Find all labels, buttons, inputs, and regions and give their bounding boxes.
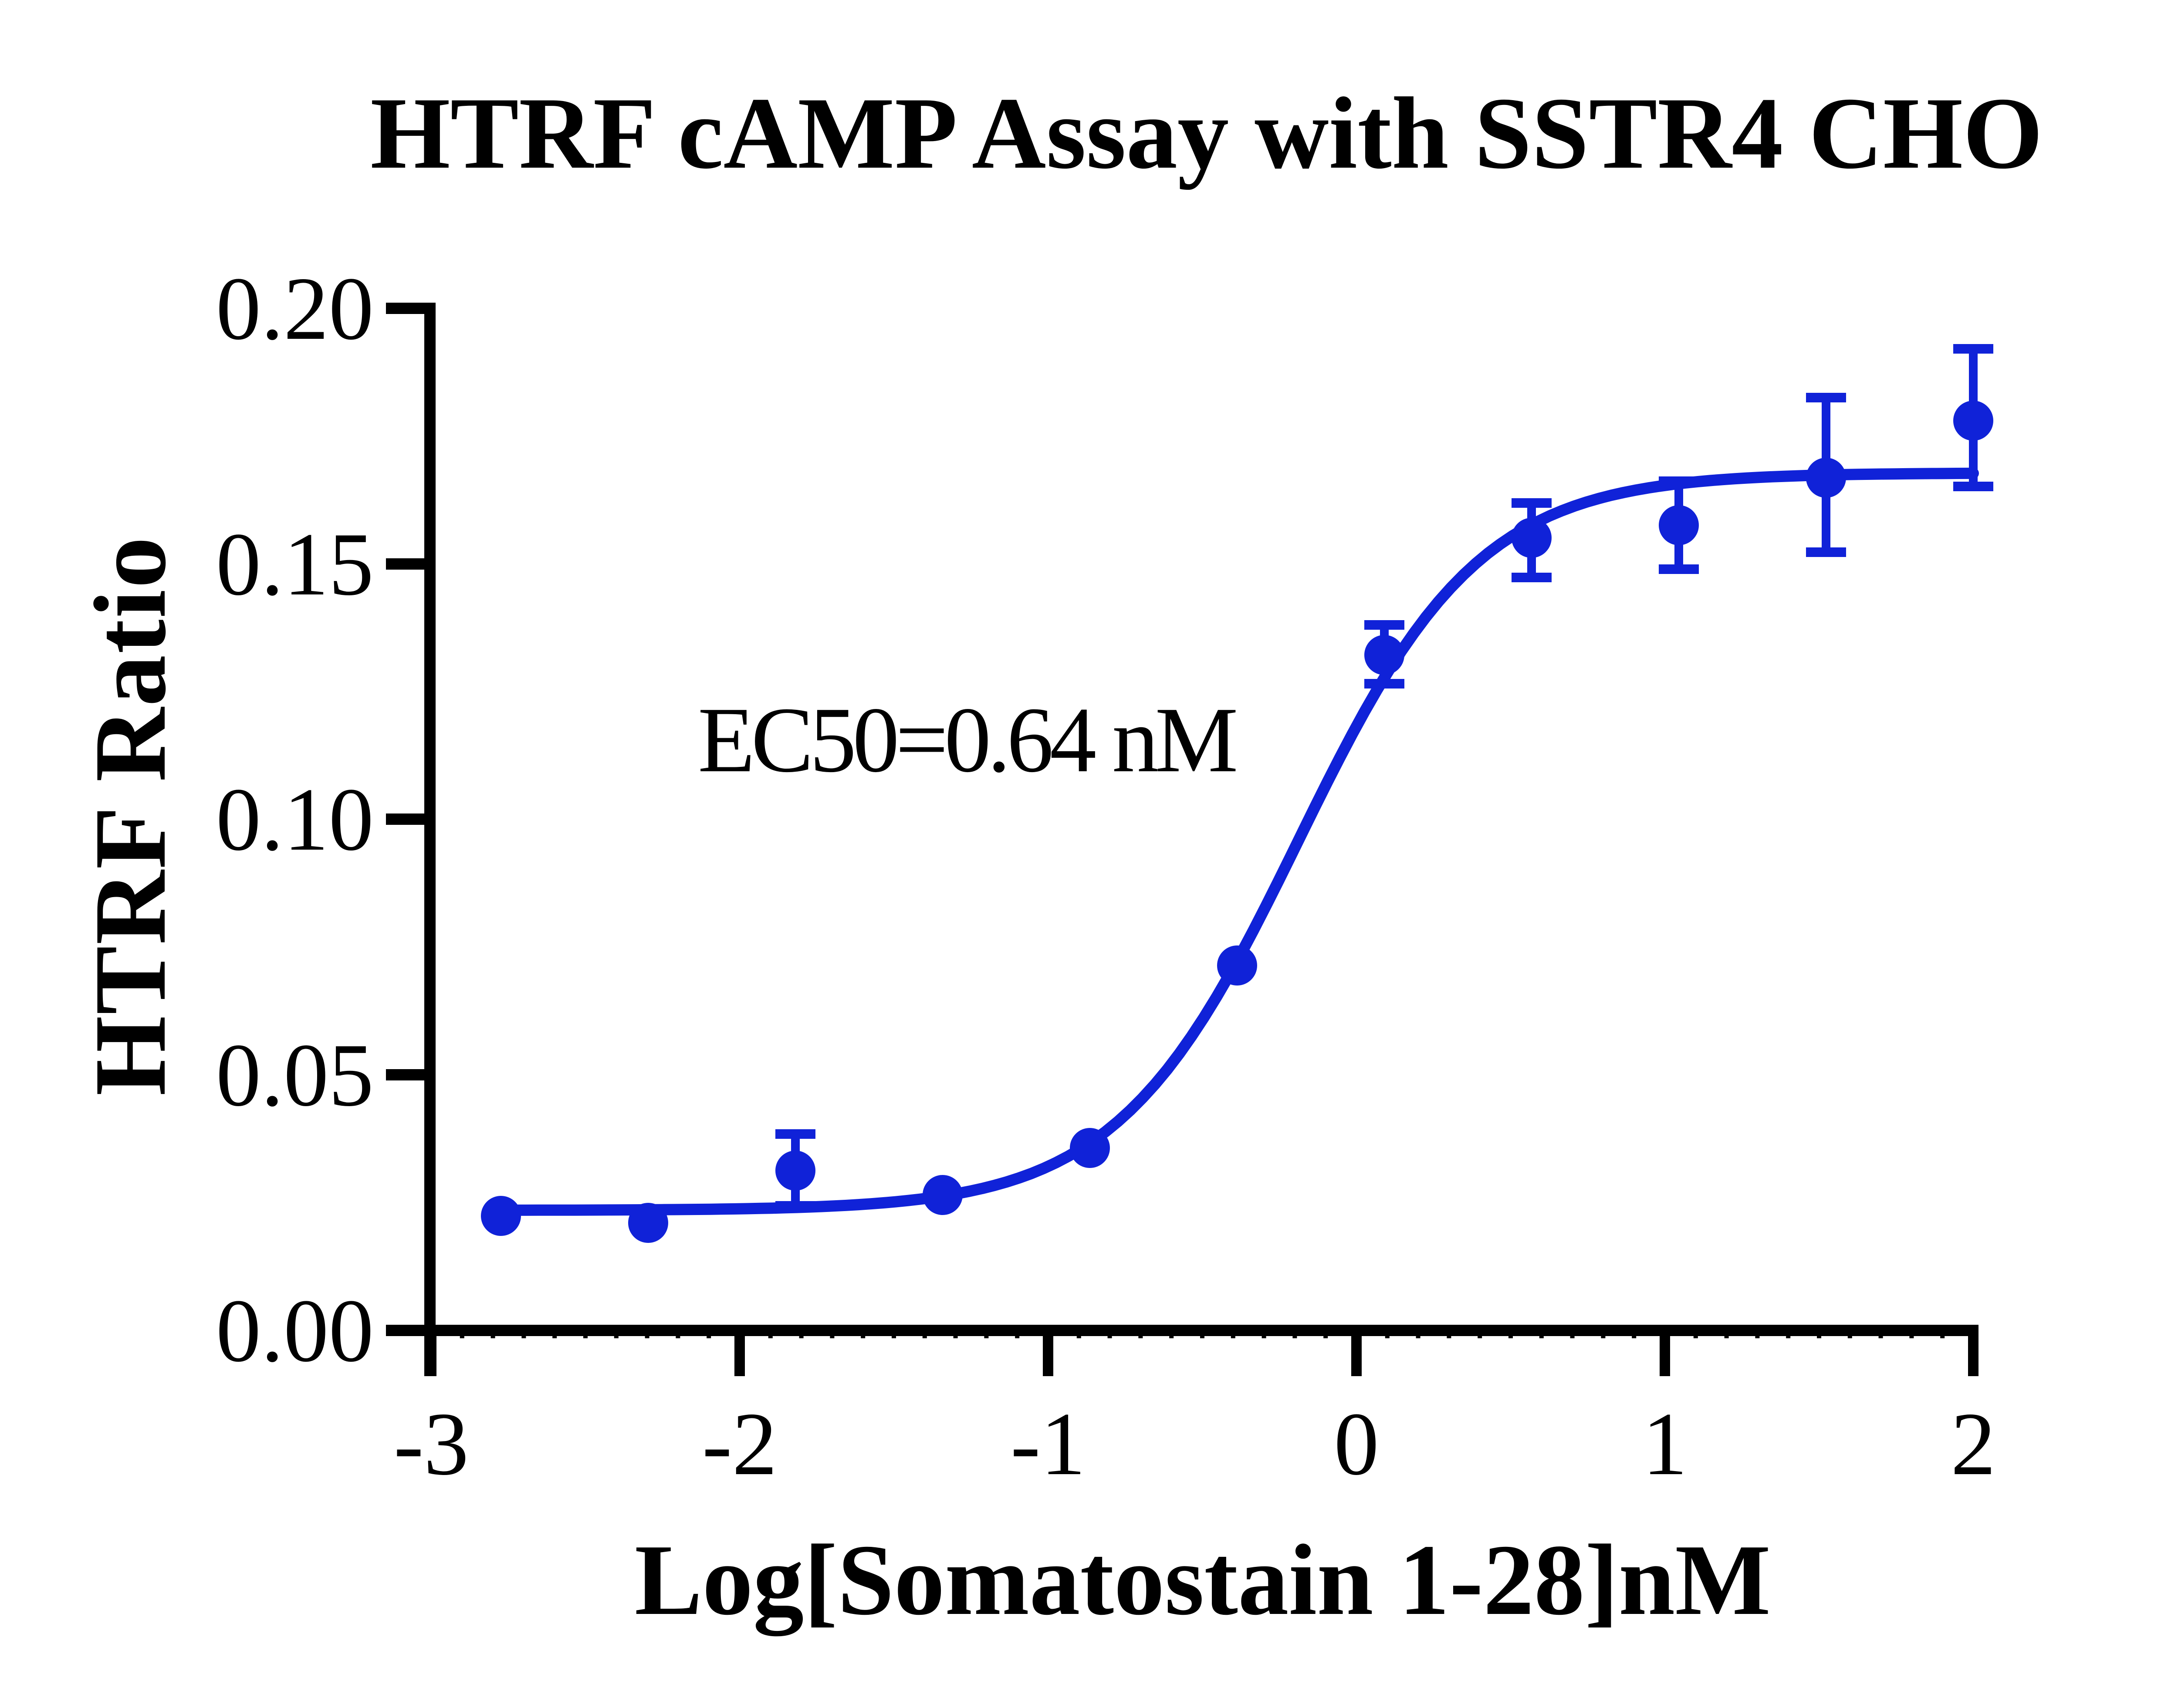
- svg-text:2: 2: [1951, 1394, 1996, 1494]
- svg-text:0.20: 0.20: [216, 259, 374, 358]
- svg-text:HTRF cAMP Assay with SSTR4 CHO: HTRF cAMP Assay with SSTR4 CHO: [370, 77, 2043, 190]
- svg-text:0.05: 0.05: [216, 1025, 374, 1125]
- svg-text:HTRF Ratio: HTRF Ratio: [74, 536, 187, 1096]
- svg-text:0.15: 0.15: [216, 514, 374, 614]
- svg-text:-3: -3: [394, 1394, 469, 1494]
- svg-text:0.10: 0.10: [216, 770, 374, 869]
- svg-text:0.00: 0.00: [216, 1281, 374, 1381]
- svg-text:-1: -1: [1011, 1394, 1086, 1494]
- svg-text:Log[Somatostain 1-28]nM: Log[Somatostain 1-28]nM: [635, 1524, 1771, 1637]
- svg-text:1: 1: [1642, 1394, 1688, 1494]
- svg-text:EC50=0.64 nM: EC50=0.64 nM: [698, 688, 1235, 792]
- svg-text:0: 0: [1334, 1394, 1379, 1494]
- svg-text:-2: -2: [702, 1394, 777, 1494]
